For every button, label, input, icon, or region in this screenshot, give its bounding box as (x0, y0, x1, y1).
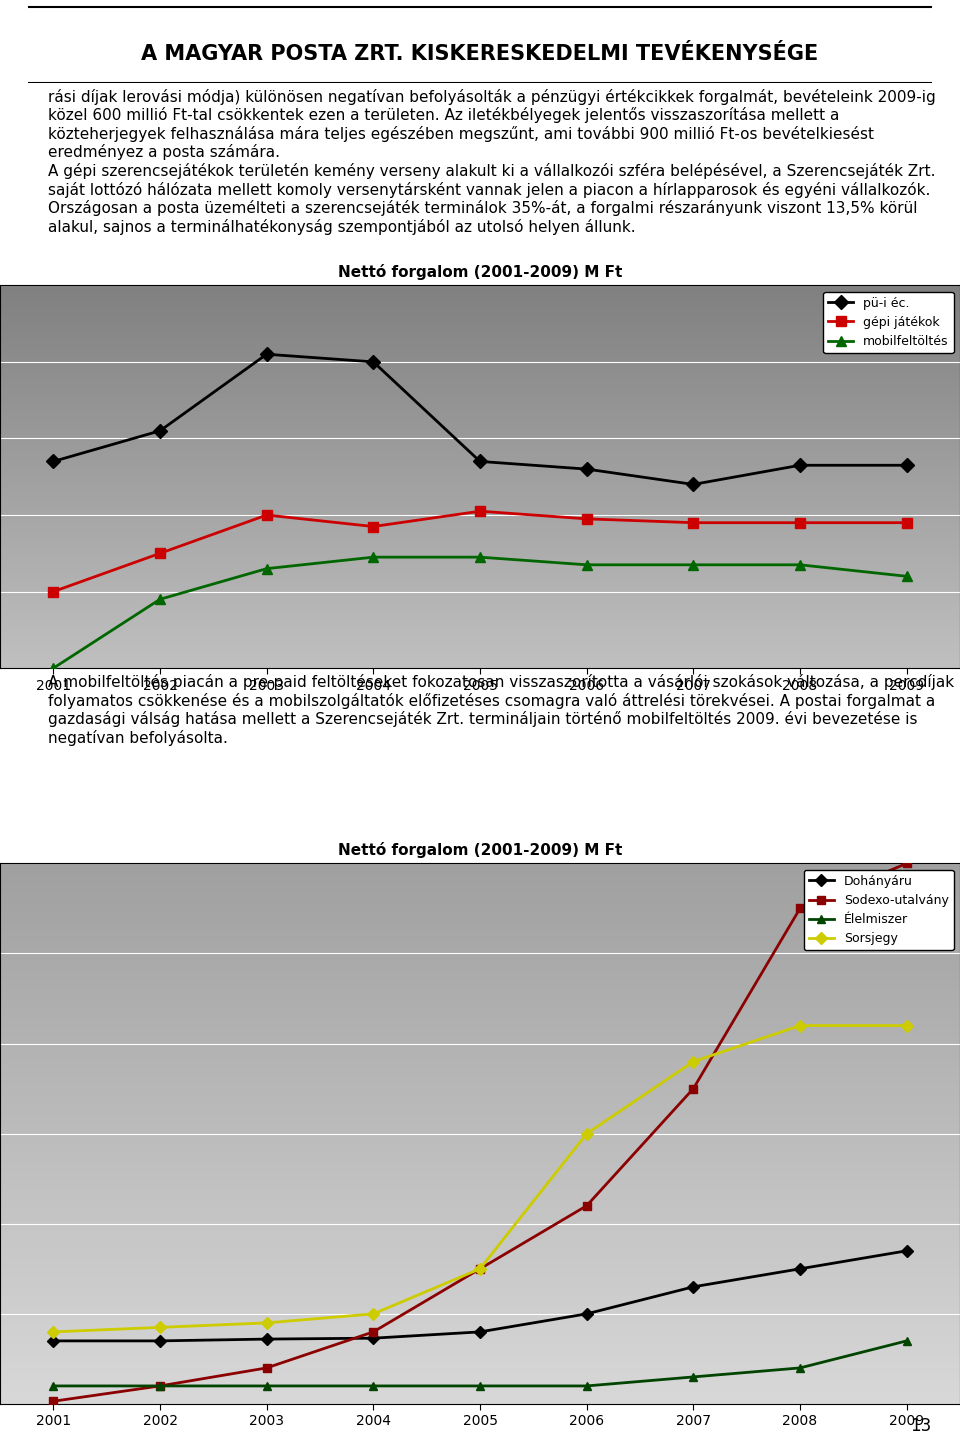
Text: A mobilfeltöltés piacán a pre-paid feltöltéseket fokozatosan visszaszorította a : A mobilfeltöltés piacán a pre-paid feltö… (48, 674, 954, 746)
Sodexo-utalvány (794, 900, 805, 917)
Legend: Dohányáru, Sodexo-utalvány, Élelmiszer, Sorsjegy: Dohányáru, Sodexo-utalvány, Élelmiszer, … (804, 869, 953, 951)
Line: Sodexo-utalvány: Sodexo-utalvány (49, 859, 911, 1406)
Dohányáru (687, 1278, 699, 1295)
mobilfeltöltés (368, 549, 379, 567)
pü-i éc. (687, 475, 699, 493)
Sorsjegy (581, 1124, 592, 1142)
Sodexo-utalvány (155, 1377, 166, 1394)
Élelmiszer (581, 1377, 592, 1394)
mobilfeltöltés (794, 556, 805, 574)
pü-i éc. (581, 461, 592, 478)
mobilfeltöltés (261, 559, 273, 577)
Dohányáru (794, 1261, 805, 1278)
Sodexo-utalvány (368, 1323, 379, 1340)
pü-i éc. (261, 345, 273, 362)
Élelmiszer (368, 1377, 379, 1394)
Élelmiszer (687, 1368, 699, 1385)
Text: 13: 13 (910, 1417, 931, 1436)
Line: mobilfeltöltés: mobilfeltöltés (48, 552, 912, 672)
Line: pü-i éc.: pü-i éc. (48, 349, 912, 490)
Sorsjegy (155, 1319, 166, 1336)
Sorsjegy (474, 1261, 486, 1278)
Sodexo-utalvány (474, 1261, 486, 1278)
mobilfeltöltés (687, 556, 699, 574)
Sodexo-utalvány (48, 1392, 60, 1410)
Sorsjegy (900, 1017, 912, 1035)
Élelmiszer (48, 1377, 60, 1394)
gépi játékok (368, 517, 379, 535)
pü-i éc. (474, 452, 486, 469)
gépi játékok (794, 514, 805, 532)
Sorsjegy (48, 1323, 60, 1340)
Title: Nettó forgalom (2001-2009) M Ft: Nettó forgalom (2001-2009) M Ft (338, 264, 622, 280)
Sorsjegy (261, 1314, 273, 1332)
pü-i éc. (48, 452, 60, 469)
pü-i éc. (900, 456, 912, 474)
Dohányáru (900, 1242, 912, 1259)
Dohányáru (155, 1332, 166, 1349)
gépi játékok (261, 506, 273, 523)
Dohányáru (48, 1332, 60, 1349)
Élelmiszer (474, 1377, 486, 1394)
Élelmiszer (794, 1359, 805, 1377)
Sodexo-utalvány (261, 1359, 273, 1377)
Sorsjegy (368, 1306, 379, 1323)
pü-i éc. (368, 354, 379, 371)
pü-i éc. (155, 422, 166, 439)
Dohányáru (474, 1323, 486, 1340)
Élelmiszer (900, 1332, 912, 1349)
gépi játékok (474, 503, 486, 520)
gépi játékok (687, 514, 699, 532)
Sodexo-utalvány (900, 855, 912, 872)
Élelmiszer (261, 1377, 273, 1394)
Sorsjegy (687, 1053, 699, 1071)
mobilfeltöltés (581, 556, 592, 574)
Sodexo-utalvány (581, 1197, 592, 1214)
Line: Élelmiszer: Élelmiszer (49, 1337, 911, 1390)
mobilfeltöltés (48, 659, 60, 677)
Line: gépi játékok: gépi játékok (48, 506, 912, 597)
Dohányáru (261, 1330, 273, 1348)
gépi játékok (581, 510, 592, 527)
Sorsjegy (794, 1017, 805, 1035)
Dohányáru (581, 1306, 592, 1323)
pü-i éc. (794, 456, 805, 474)
gépi játékok (48, 582, 60, 600)
Legend: pü-i éc., gépi játékok, mobilfeltöltés: pü-i éc., gépi játékok, mobilfeltöltés (824, 291, 953, 354)
Élelmiszer (155, 1377, 166, 1394)
mobilfeltöltés (900, 568, 912, 585)
Dohányáru (368, 1330, 379, 1348)
gépi játékok (155, 545, 166, 562)
Line: Dohányáru: Dohányáru (49, 1246, 911, 1345)
mobilfeltöltés (155, 591, 166, 609)
Sodexo-utalvány (687, 1080, 699, 1097)
Title: Nettó forgalom (2001-2009) M Ft: Nettó forgalom (2001-2009) M Ft (338, 842, 622, 858)
Line: Sorsjegy: Sorsjegy (49, 1022, 911, 1336)
gépi játékok (900, 514, 912, 532)
Text: A MAGYAR POSTA ZRT. KISKERESKEDELMI TEVÉKENYSÉGE: A MAGYAR POSTA ZRT. KISKERESKEDELMI TEVÉ… (141, 43, 819, 64)
mobilfeltöltés (474, 549, 486, 567)
Text: rási díjak lerovási módja) különösen negatívan befolyásolták a pénzügyi értékcik: rási díjak lerovási módja) különösen neg… (48, 88, 936, 235)
